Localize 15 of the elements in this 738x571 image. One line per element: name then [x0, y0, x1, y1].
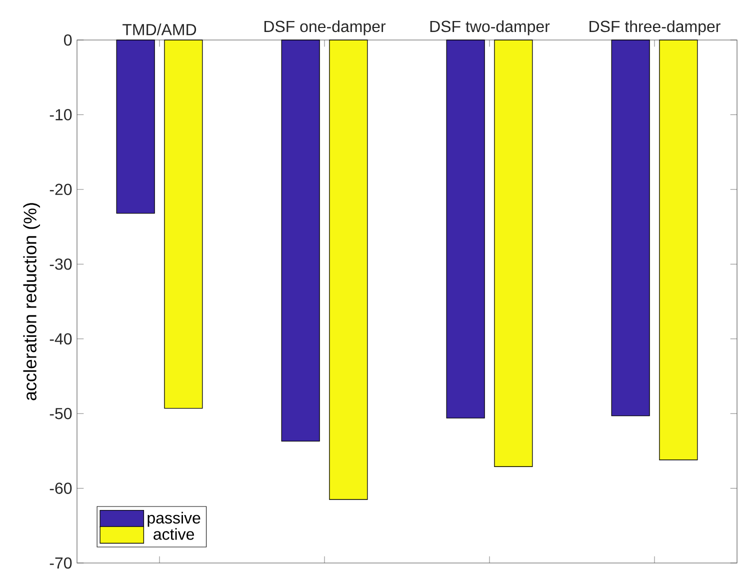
- x-tick-label: DSF one-damper: [264, 20, 386, 36]
- y-tick-label: -10: [50, 109, 72, 120]
- y-tick-label: -70: [50, 557, 72, 569]
- y-tick-label: -50: [50, 408, 72, 420]
- legend-label: passive: [148, 512, 200, 527]
- y-tick-label: 0: [64, 34, 72, 46]
- y-tick-label: -20: [50, 184, 72, 196]
- y-tick-label: -60: [50, 482, 72, 494]
- y-tick-label: -30: [50, 258, 72, 270]
- y-axis-title: accleration reduction (%): [23, 203, 40, 400]
- x-tick-label: DSF two-damper: [430, 20, 550, 36]
- legend-label: active: [154, 528, 194, 540]
- x-tick-label: DSF three-damper: [590, 20, 720, 36]
- y-tick-label: -40: [50, 333, 72, 345]
- x-tick-label: TMD/AMD: [122, 24, 196, 36]
